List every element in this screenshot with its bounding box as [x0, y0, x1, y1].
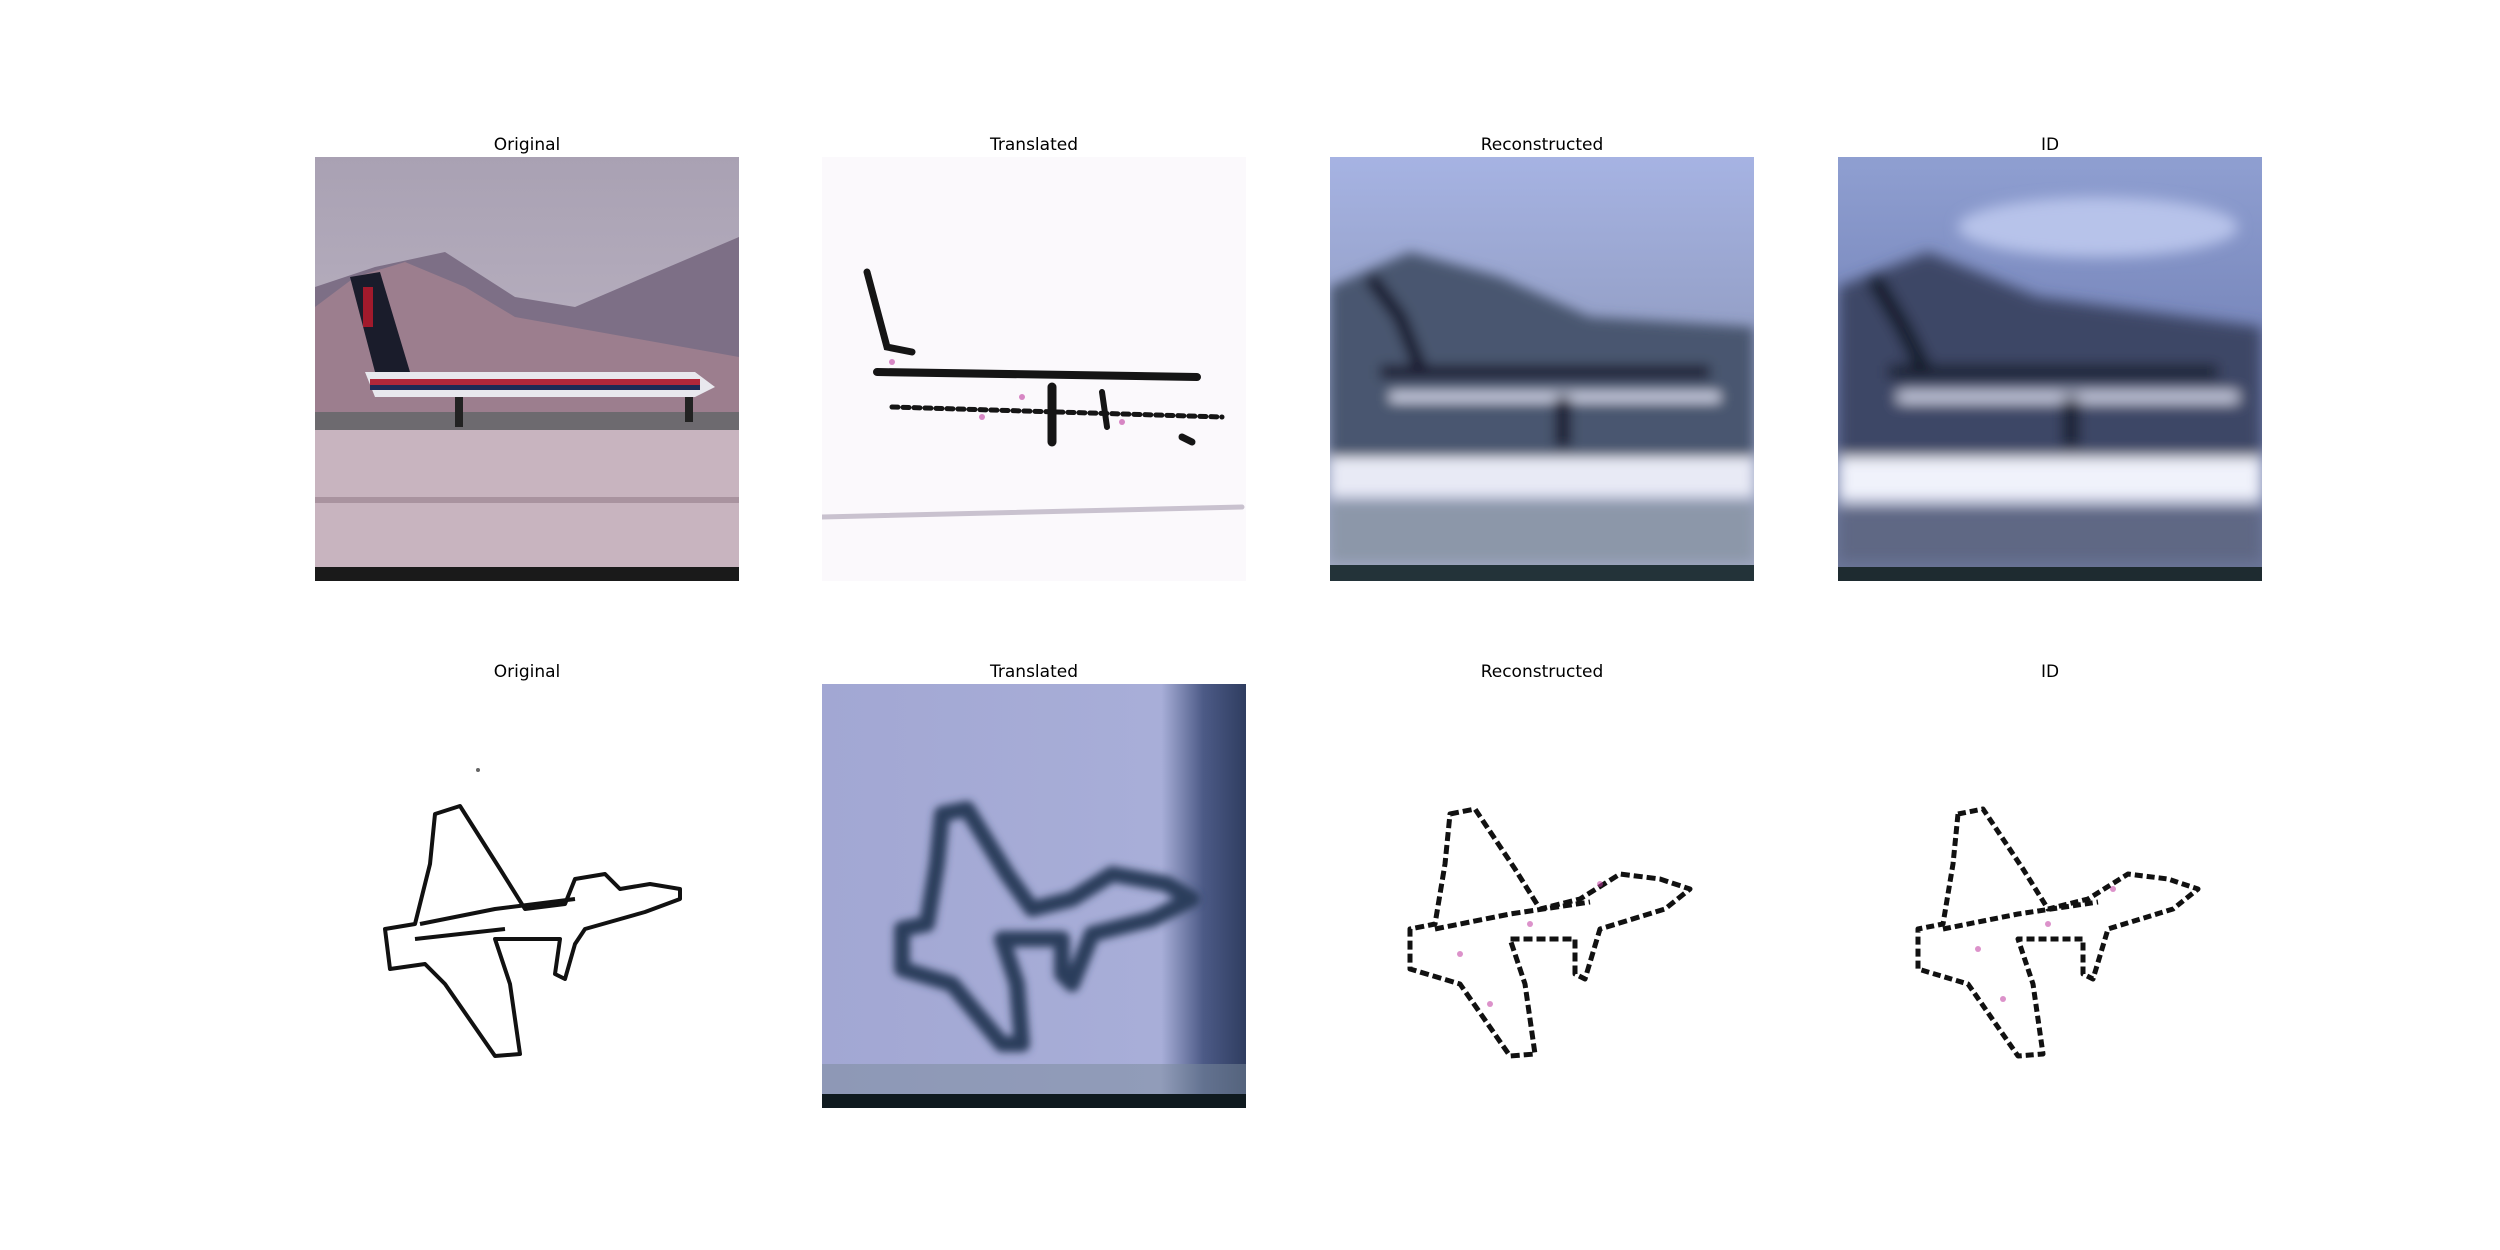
line-drawing-jet-image [315, 684, 739, 1108]
panel-title: ID [2040, 662, 2060, 682]
photo-airplane-image [315, 157, 739, 581]
panel-title: Translated [990, 135, 1078, 155]
blurred-photo-airplane-image [1838, 157, 2262, 581]
sketch-jet-image [1330, 684, 1754, 1108]
sketch-jet-image [1838, 684, 2262, 1108]
blurred-photo-airplane-image [1330, 157, 1754, 581]
panel-title: Reconstructed [1480, 662, 1604, 682]
sketch-airplane-image [822, 157, 1246, 581]
panel-title: Reconstructed [1480, 135, 1604, 155]
panel-title: Translated [990, 662, 1078, 682]
panel-title: Original [493, 662, 561, 682]
photo-style-jet-image [822, 684, 1246, 1108]
panel-title: ID [2040, 135, 2060, 155]
panel-title: Original [493, 135, 561, 155]
